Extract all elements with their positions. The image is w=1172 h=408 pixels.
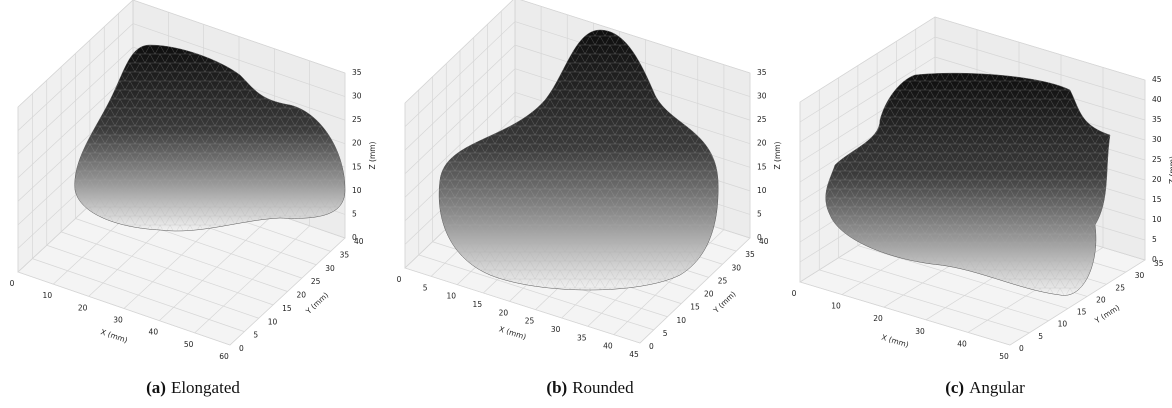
y-tick-label: 35	[745, 250, 755, 259]
x-tick-label: 15	[473, 300, 483, 309]
y-axis-label: Y (mm)	[303, 290, 330, 316]
y-tick-label: 15	[1077, 308, 1087, 317]
x-tick-label: 40	[603, 342, 613, 351]
z-tick-label: 0	[352, 233, 357, 242]
z-tick-label: 15	[1152, 195, 1162, 204]
y-tick-label: 5	[253, 331, 258, 340]
z-tick-label: 40	[1152, 95, 1162, 104]
y-tick-label: 0	[239, 344, 244, 353]
x-tick-label: 20	[873, 314, 883, 323]
x-axis-label: X (mm)	[99, 327, 128, 345]
caption-text: Angular	[969, 378, 1025, 397]
z-axis-label: Z (mm)	[368, 141, 377, 169]
y-tick-label: 15	[690, 303, 700, 312]
y-tick-label: 20	[1096, 295, 1106, 304]
caption-text: Elongated	[171, 378, 240, 397]
z-tick-label: 0	[757, 233, 762, 242]
z-tick-label: 0	[1152, 255, 1157, 264]
x-tick-label: 0	[397, 275, 402, 284]
x-tick-label: 30	[551, 325, 561, 334]
z-tick-label: 30	[1152, 135, 1162, 144]
y-tick-label: 30	[325, 264, 335, 273]
z-tick-label: 35	[757, 68, 767, 77]
z-tick-label: 45	[1152, 75, 1162, 84]
y-tick-label: 25	[718, 276, 728, 285]
x-tick-label: 50	[184, 340, 194, 349]
x-tick-label: 5	[423, 283, 428, 292]
x-tick-label: 10	[43, 291, 53, 300]
z-tick-label: 10	[1152, 215, 1162, 224]
x-tick-label: 0	[10, 279, 15, 288]
caption-label: (b)	[546, 378, 567, 397]
z-tick-label: 35	[1152, 115, 1162, 124]
z-tick-label: 30	[757, 92, 767, 101]
x-tick-label: 20	[499, 308, 509, 317]
y-tick-label: 0	[1019, 344, 1024, 353]
y-tick-label: 5	[1038, 332, 1043, 341]
z-tick-label: 20	[352, 139, 362, 148]
y-tick-label: 25	[311, 277, 321, 286]
caption: (b) Rounded	[546, 378, 634, 397]
z-tick-label: 25	[1152, 155, 1162, 164]
x-tick-label: 40	[149, 328, 159, 337]
z-tick-label: 10	[757, 186, 767, 195]
x-tick-label: 40	[957, 339, 967, 348]
caption: (a) Elongated	[146, 378, 240, 397]
z-tick-label: 15	[352, 162, 362, 171]
z-tick-label: 10	[352, 186, 362, 195]
y-tick-label: 5	[663, 329, 668, 338]
z-tick-label: 20	[757, 139, 767, 148]
x-tick-label: 0	[792, 289, 797, 298]
y-axis-label: Y (mm)	[1092, 303, 1121, 326]
caption-label: (c)	[945, 378, 964, 397]
z-axis-label: Z (mm)	[1168, 156, 1172, 184]
y-tick-label: 25	[1115, 283, 1125, 292]
x-tick-label: 30	[113, 316, 123, 325]
x-tick-label: 25	[525, 317, 535, 326]
x-tick-label: 35	[577, 333, 587, 342]
y-tick-label: 30	[1135, 271, 1145, 280]
x-axis-label: X (mm)	[880, 333, 909, 350]
x-tick-label: 50	[999, 352, 1009, 361]
x-tick-label: 10	[831, 302, 841, 311]
x-tick-label: 20	[78, 303, 88, 312]
z-tick-label: 35	[352, 68, 362, 77]
z-tick-label: 25	[352, 115, 362, 124]
y-tick-label: 15	[282, 304, 292, 313]
y-tick-label: 35	[340, 250, 350, 259]
y-tick-label: 20	[704, 290, 714, 299]
x-tick-label: 10	[446, 292, 456, 301]
x-tick-label: 60	[219, 352, 229, 361]
z-tick-label: 20	[1152, 175, 1162, 184]
y-axis-label: Y (mm)	[711, 289, 738, 315]
x-tick-label: 45	[629, 350, 639, 359]
y-tick-label: 30	[732, 263, 742, 272]
z-tick-label: 25	[757, 115, 767, 124]
z-tick-label: 5	[352, 209, 357, 218]
z-tick-label: 30	[352, 92, 362, 101]
z-tick-label: 15	[757, 162, 767, 171]
z-tick-label: 5	[757, 209, 762, 218]
caption: (c) Angular	[945, 378, 1025, 397]
figure: 0102030405060051015202530354005101520253…	[0, 0, 1172, 408]
x-tick-label: 30	[915, 327, 925, 336]
y-tick-label: 20	[297, 291, 307, 300]
y-tick-label: 0	[649, 342, 654, 351]
y-tick-label: 10	[268, 317, 278, 326]
y-tick-label: 10	[1058, 320, 1068, 329]
caption-label: (a)	[146, 378, 166, 397]
y-tick-label: 10	[677, 316, 687, 325]
x-axis-label: X (mm)	[498, 324, 527, 341]
caption-text: Rounded	[572, 378, 634, 397]
z-tick-label: 5	[1152, 235, 1157, 244]
z-axis-label: Z (mm)	[773, 141, 782, 169]
